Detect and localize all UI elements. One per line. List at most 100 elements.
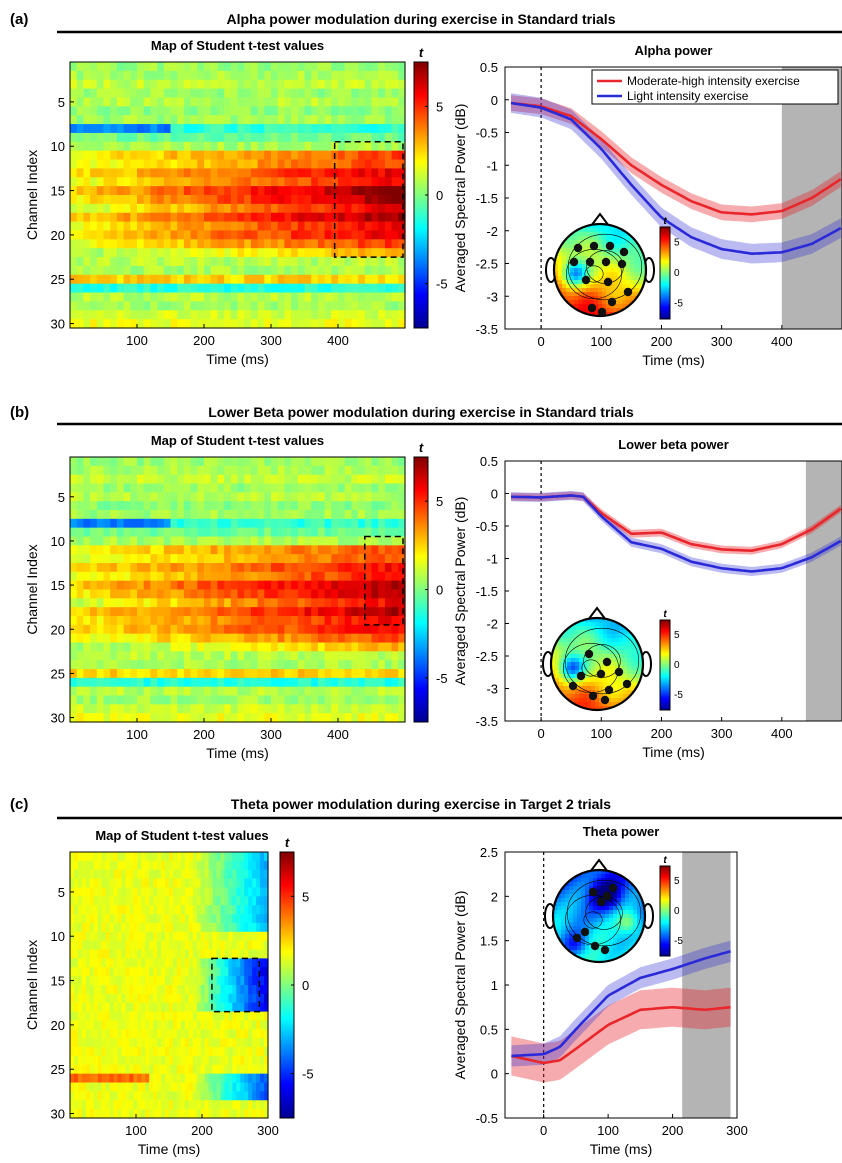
heatmap-cell <box>183 319 192 329</box>
heatmap-cell <box>204 887 210 897</box>
topo-pixel <box>562 228 567 233</box>
heatmap-cell <box>391 230 399 240</box>
heatmap-cell <box>244 274 252 285</box>
heatmap-cell <box>183 177 192 187</box>
heatmap-cell <box>364 492 373 502</box>
topo-pixel <box>586 300 591 305</box>
topo-pixel <box>611 658 616 663</box>
topo-pixel <box>634 232 639 237</box>
heatmap-cell <box>338 492 346 502</box>
heatmap-cell <box>284 79 292 90</box>
heatmap-cell <box>73 949 79 959</box>
heatmap-cell <box>113 976 119 986</box>
topo-pixel <box>618 276 623 281</box>
topo-pixel <box>574 272 579 277</box>
heatmap-xtick-label: 200 <box>193 333 215 348</box>
heatmap-cell <box>204 310 212 320</box>
heatmap-cell <box>358 265 366 276</box>
topo-pixel <box>619 642 624 647</box>
topo-pixel <box>638 308 643 313</box>
heatmap-cell <box>149 914 154 924</box>
topo-pixel <box>570 296 575 301</box>
heatmap-cell <box>130 633 138 644</box>
heatmap-cell <box>93 869 99 880</box>
heatmap-cell <box>317 319 326 329</box>
heatmap-cell <box>83 501 91 511</box>
heatmap-cell <box>161 896 166 906</box>
topo-pixel <box>555 706 560 710</box>
topo-pixel <box>570 276 575 281</box>
heatmap-cell <box>358 607 366 617</box>
heatmap-cell <box>338 115 346 125</box>
heatmap-cell <box>110 97 118 107</box>
topo-pixel <box>618 240 623 245</box>
heatmap-cell <box>398 265 406 276</box>
heatmap-cell <box>208 896 214 906</box>
topo-pixel <box>631 678 636 683</box>
heatmap-cell <box>141 896 146 906</box>
topo-pixel <box>610 232 615 237</box>
heatmap-cell <box>311 501 319 511</box>
heatmap-cell <box>384 633 393 644</box>
heatmap-cell <box>237 669 245 679</box>
heatmap-cell <box>338 301 346 311</box>
heatmap-cell <box>163 589 172 599</box>
heatmap-cell <box>364 563 373 573</box>
heatmap-cell <box>304 221 312 232</box>
heatmap-cell <box>83 633 91 644</box>
heatmap-cell <box>103 115 111 125</box>
heatmap-cell <box>260 887 265 897</box>
heatmap-cell <box>244 79 252 90</box>
heatmap-cell <box>378 492 386 502</box>
heatmap-cell <box>116 283 125 294</box>
heatmap-cell <box>129 976 134 986</box>
heatmap-cell <box>304 457 312 467</box>
heatmap-cell <box>192 860 198 871</box>
heatmap-cell <box>210 79 218 90</box>
heatmap-cell <box>150 301 158 311</box>
heatmap-cell <box>90 554 98 564</box>
heatmap-cell <box>190 571 198 582</box>
heatmap-cell <box>224 274 232 285</box>
heatmap-cell <box>137 168 145 178</box>
topo-pixel <box>638 280 643 285</box>
heatmap-cell <box>141 878 146 889</box>
topo-pixel <box>551 658 556 663</box>
heatmap-cell <box>237 527 245 538</box>
topo-pixel <box>586 268 591 273</box>
heatmap-cell <box>76 677 84 688</box>
heatmap-cell <box>256 905 261 915</box>
heatmap-cell <box>244 301 252 311</box>
topo-pixel <box>627 654 632 659</box>
heatmap-cell <box>210 510 218 520</box>
topo-pixel <box>627 622 632 627</box>
heatmap-cell <box>109 931 115 942</box>
heatmap-cell <box>338 230 346 240</box>
heatmap-cell <box>277 88 285 99</box>
heatmap-cell <box>116 141 125 152</box>
heatmap-cell <box>143 301 151 311</box>
topo-pixel <box>635 622 640 627</box>
heatmap-cell <box>264 536 272 546</box>
heatmap-cell <box>304 106 312 116</box>
heatmap-cell <box>378 97 386 107</box>
chart-xtick-label: 100 <box>590 726 612 741</box>
topo-pixel <box>578 264 583 269</box>
heatmap-cell <box>121 940 127 951</box>
heatmap-cell <box>77 887 83 897</box>
topo-pixel <box>634 228 639 233</box>
heatmap-cell <box>196 967 202 977</box>
heatmap-cell <box>183 292 192 302</box>
heatmap-cell <box>398 70 406 81</box>
heatmap-cell <box>137 967 142 977</box>
heatmap-cell <box>240 896 245 906</box>
heatmap-cell <box>284 150 292 161</box>
heatmap-cell <box>317 633 326 644</box>
heatmap-cell <box>297 483 306 493</box>
topo-pixel <box>634 276 639 281</box>
topo-pixel <box>639 662 643 667</box>
heatmap-cell <box>224 510 232 520</box>
heatmap-cell <box>297 292 306 302</box>
heatmap-cell <box>90 545 98 555</box>
topo-pixel <box>634 304 639 309</box>
